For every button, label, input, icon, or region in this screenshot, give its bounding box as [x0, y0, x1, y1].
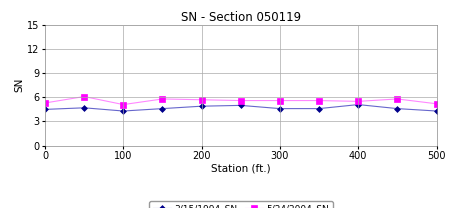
Y-axis label: SN: SN — [14, 78, 24, 93]
3/15/1994_SN — [277, 107, 283, 110]
Legend: 3/15/1994_SN, 5/24/2004_SN: 3/15/1994_SN, 5/24/2004_SN — [149, 201, 333, 208]
5/24/2004_SN — [121, 103, 126, 106]
3/15/1994_SN — [356, 103, 361, 106]
3/15/1994_SN — [238, 104, 243, 107]
3/15/1994_SN — [395, 107, 400, 110]
5/24/2004_SN — [42, 102, 48, 104]
5/24/2004_SN — [395, 98, 400, 100]
5/24/2004_SN — [277, 99, 283, 102]
3/15/1994_SN — [121, 110, 126, 112]
Line: 3/15/1994_SN: 3/15/1994_SN — [43, 103, 439, 113]
Title: SN - Section 050119: SN - Section 050119 — [181, 11, 301, 24]
5/24/2004_SN — [238, 99, 243, 102]
3/15/1994_SN — [316, 107, 322, 110]
5/24/2004_SN — [434, 103, 439, 105]
3/15/1994_SN — [160, 107, 165, 110]
5/24/2004_SN — [356, 100, 361, 103]
X-axis label: Station (ft.): Station (ft.) — [211, 164, 270, 174]
5/24/2004_SN — [199, 99, 204, 101]
Line: 5/24/2004_SN: 5/24/2004_SN — [42, 94, 439, 107]
5/24/2004_SN — [81, 95, 87, 98]
5/24/2004_SN — [160, 98, 165, 100]
3/15/1994_SN — [434, 110, 439, 112]
5/24/2004_SN — [316, 99, 322, 102]
3/15/1994_SN — [81, 106, 87, 109]
3/15/1994_SN — [199, 105, 204, 108]
3/15/1994_SN — [42, 108, 48, 111]
